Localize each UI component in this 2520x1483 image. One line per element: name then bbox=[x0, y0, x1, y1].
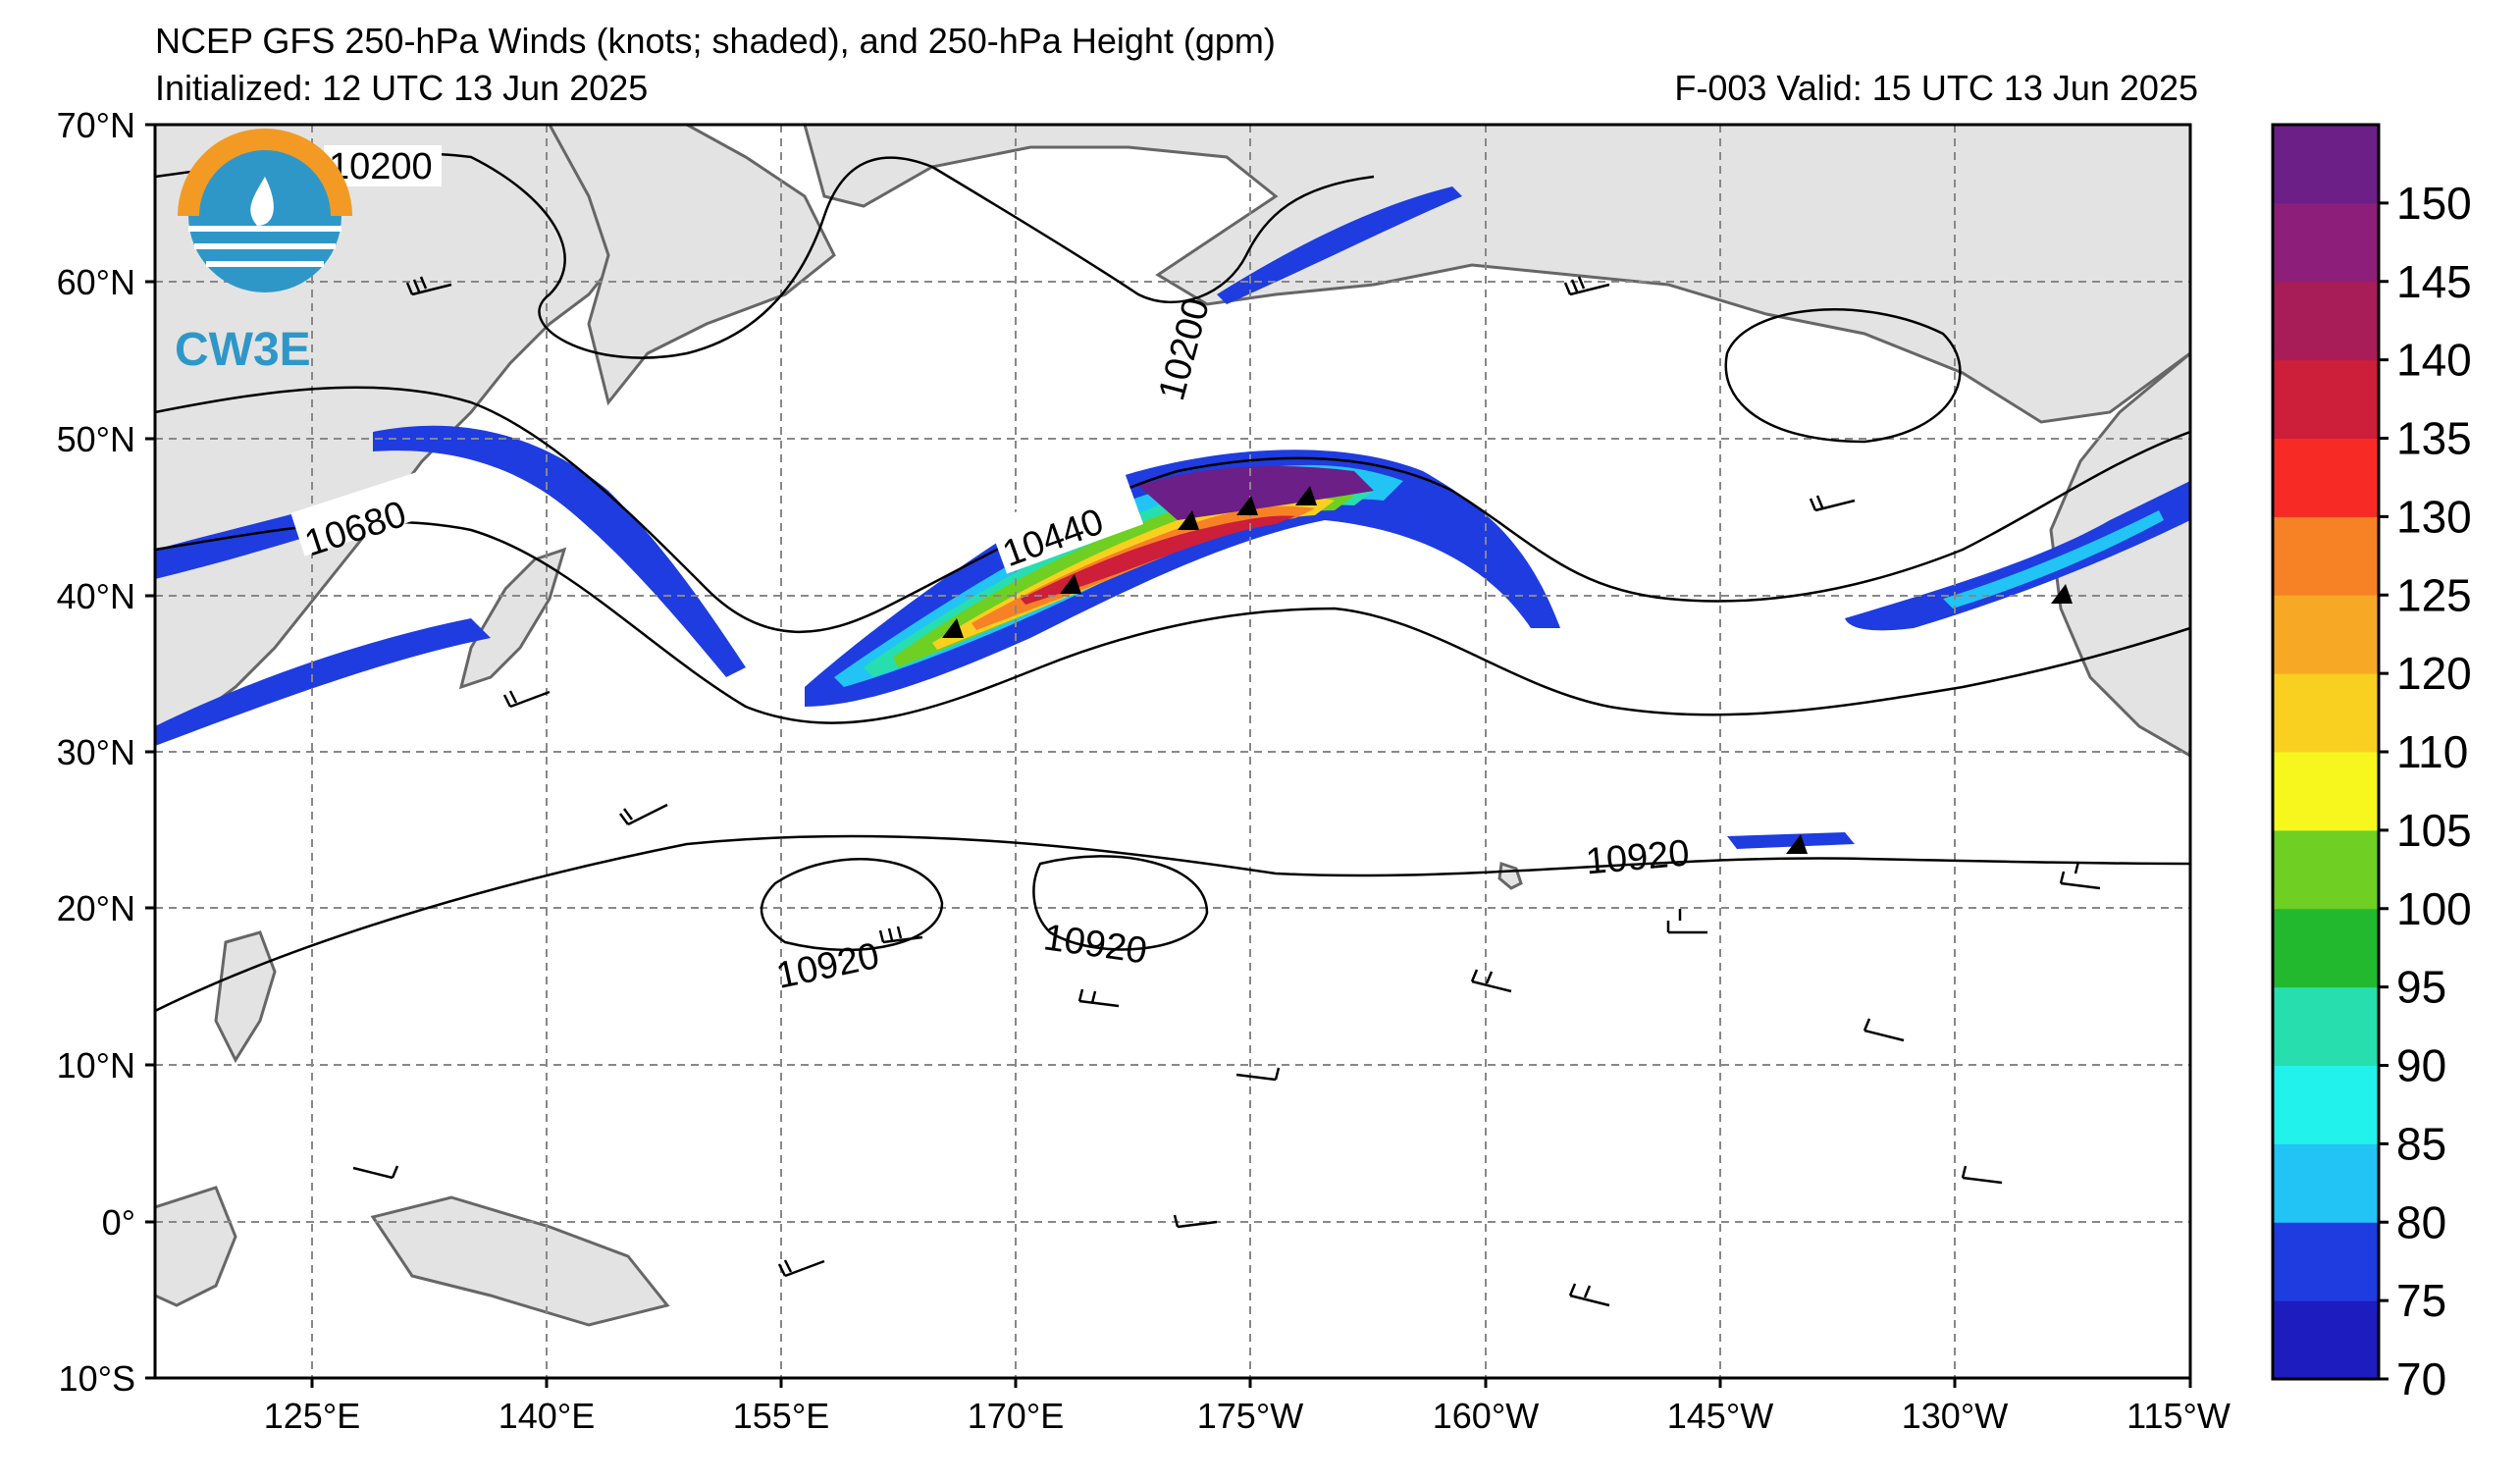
map-panel: 10200 10200 10680 10440 10920 10920 1092… bbox=[155, 125, 2190, 1378]
colorbar-label: 150 bbox=[2396, 178, 2472, 229]
jet-japan bbox=[373, 425, 746, 677]
wind-pennants bbox=[942, 486, 2073, 854]
jet-bering bbox=[1217, 186, 1462, 304]
lat-label: 70°N bbox=[57, 105, 135, 145]
colorbar-label: 85 bbox=[2396, 1118, 2446, 1169]
lon-label: 145°W bbox=[1667, 1396, 1773, 1436]
colorbar-segment bbox=[2273, 516, 2379, 596]
colorbar-segment bbox=[2273, 829, 2379, 910]
longitude-axis: 125°E 140°E 155°E 170°E 175°W 160°W 145°… bbox=[264, 1378, 2231, 1436]
lon-label: 140°E bbox=[499, 1396, 595, 1436]
jet-70 bbox=[805, 450, 1560, 707]
colorbar-segment bbox=[2273, 673, 2379, 753]
logo-text: CW3E bbox=[175, 324, 311, 376]
jet-subtropical bbox=[1727, 832, 1855, 849]
colorbar-segment bbox=[2273, 1065, 2379, 1144]
lat-label: 50°N bbox=[57, 419, 135, 459]
contour-north-loop bbox=[1724, 308, 1962, 444]
contour-label: 10920 bbox=[1584, 832, 1691, 882]
colorbar-segment bbox=[2273, 908, 2379, 988]
new-guinea bbox=[370, 1195, 670, 1327]
water-drop-icon bbox=[250, 177, 274, 226]
colorbar-label: 80 bbox=[2396, 1196, 2446, 1247]
colorbar-segment bbox=[2273, 1300, 2379, 1380]
jet-135 bbox=[1021, 515, 1295, 605]
colorbar-label: 125 bbox=[2396, 569, 2472, 620]
colorbar-segment bbox=[2273, 202, 2379, 283]
contour-10200 bbox=[155, 151, 1375, 359]
colorbar-label: 145 bbox=[2396, 256, 2472, 307]
colorbar-segment bbox=[2273, 1143, 2379, 1223]
contour-10920-loop1 bbox=[760, 858, 944, 952]
lon-label: 175°W bbox=[1197, 1396, 1303, 1436]
lon-label: 160°W bbox=[1433, 1396, 1539, 1436]
colorbar-segment bbox=[2273, 125, 2379, 204]
jet-east-core bbox=[1943, 510, 2164, 609]
colorbar-label: 75 bbox=[2396, 1275, 2446, 1326]
initialized-label: Initialized: 12 UTC 13 Jun 2025 bbox=[155, 68, 649, 108]
cw3e-logo: CW3E bbox=[175, 129, 352, 376]
colorbar-label: 105 bbox=[2396, 805, 2472, 856]
colorbar-segment bbox=[2273, 986, 2379, 1066]
lat-label: 10°N bbox=[57, 1045, 135, 1086]
lat-label: 10°S bbox=[59, 1358, 135, 1399]
height-contours bbox=[155, 151, 2190, 1013]
north-america bbox=[2049, 351, 2190, 758]
japan bbox=[458, 547, 567, 690]
colorbar-segment bbox=[2273, 595, 2379, 674]
lat-label: 60°N bbox=[57, 262, 135, 302]
lon-label: 125°E bbox=[264, 1396, 360, 1436]
lon-label: 170°E bbox=[968, 1396, 1064, 1436]
colorbar-label: 130 bbox=[2396, 491, 2472, 542]
wind-speed-shading bbox=[155, 186, 2190, 849]
lat-label: 30°N bbox=[57, 732, 135, 772]
graticule bbox=[155, 125, 2190, 1378]
alaska bbox=[803, 125, 2190, 424]
colorbar-label: 110 bbox=[2396, 726, 2468, 777]
lon-label: 130°W bbox=[1902, 1396, 2008, 1436]
colorbar-segment bbox=[2273, 752, 2379, 831]
jet-west-south bbox=[155, 618, 491, 746]
map-title: NCEP GFS 250-hPa Winds (knots; shaded), … bbox=[155, 21, 1276, 61]
jet-150 bbox=[1138, 466, 1374, 520]
contour-label: 10200 bbox=[329, 146, 433, 187]
jet-125 bbox=[971, 505, 1315, 630]
lat-label: 20°N bbox=[57, 888, 135, 928]
lat-label: 0° bbox=[102, 1202, 135, 1243]
latitude-axis: 70°N 60°N 50°N 40°N 30°N 20°N 10°N 0° 10… bbox=[57, 105, 155, 1399]
lon-label: 155°E bbox=[733, 1396, 829, 1436]
colorbar-label: 135 bbox=[2396, 413, 2472, 464]
colorbar-label: 100 bbox=[2396, 883, 2472, 934]
colorbar-label: 90 bbox=[2396, 1040, 2446, 1091]
jet-east bbox=[1845, 481, 2190, 631]
lon-label: 115°W bbox=[2126, 1396, 2231, 1436]
valid-time-label: F-003 Valid: 15 UTC 13 Jun 2025 bbox=[1674, 68, 2198, 108]
colorbar-segment bbox=[2273, 438, 2379, 517]
lat-label: 40°N bbox=[57, 576, 135, 616]
contour-10440 bbox=[155, 386, 2190, 634]
colorbar: 70 75 80 85 90 95 100 105 110 120 125 130 135 140 145 1… bbox=[2271, 123, 2472, 1404]
colorbar-label: 140 bbox=[2396, 335, 2472, 386]
colorbar-frame bbox=[2271, 123, 2381, 1381]
contour-10920-loop2 bbox=[1032, 855, 1209, 951]
colorbar-label: 120 bbox=[2396, 648, 2472, 699]
colorbar-segment bbox=[2273, 359, 2379, 439]
colorbar-label: 70 bbox=[2396, 1353, 2446, 1404]
colorbar-segment bbox=[2273, 281, 2379, 361]
contour-10920 bbox=[155, 834, 2190, 1013]
contour-10680 bbox=[155, 520, 2190, 724]
kamchatka bbox=[548, 125, 836, 406]
colorbar-segment bbox=[2273, 1222, 2379, 1301]
borneo bbox=[155, 1186, 237, 1307]
colorbar-label: 95 bbox=[2396, 962, 2446, 1013]
